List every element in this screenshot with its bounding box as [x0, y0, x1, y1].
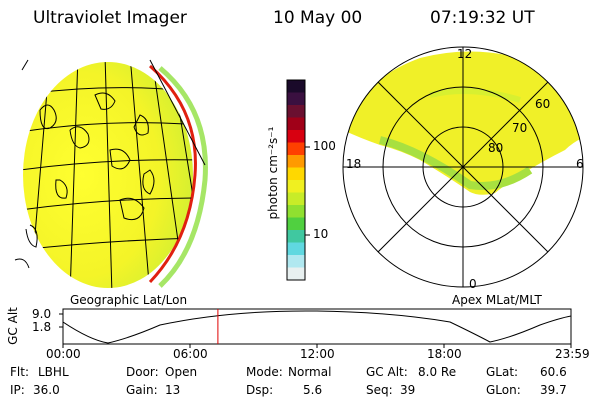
seq-value: 39: [400, 383, 416, 397]
date-label: 10 May 00: [273, 8, 363, 28]
door-label: Door:: [126, 365, 159, 379]
altitude-plot: [59, 308, 572, 348]
gc-alt-label: GC Alt:: [366, 365, 408, 379]
mlt-label-12: 12: [457, 47, 473, 61]
instrument-title: Ultraviolet Imager: [33, 8, 187, 28]
colorbar-segment: [287, 130, 305, 143]
ip-label: IP:: [10, 383, 25, 397]
polar-map: [342, 46, 584, 288]
colorbar-tick-10: 10: [313, 227, 329, 241]
colorbar-segment: [287, 255, 305, 268]
flt-value: LBHL: [38, 365, 69, 379]
time-label: 07:19:32 UT: [430, 8, 535, 28]
mlt-label-18: 18: [346, 157, 362, 171]
auroral-oval: [343, 51, 583, 195]
door-value: Open: [165, 365, 198, 379]
limb-arc: [148, 64, 197, 284]
dsp-value: 5.6: [303, 383, 323, 397]
coastlines: [14, 92, 155, 269]
glat-value: 60.6: [540, 365, 567, 379]
colorbar-segment: [287, 105, 305, 118]
time-tick-2359: 23:59: [555, 347, 590, 361]
colorbar-segment: [287, 92, 305, 106]
altitude-curve: [63, 310, 571, 344]
gain-value: 13: [165, 383, 181, 397]
colorbar-segment: [287, 267, 305, 281]
colorbar-tick-100: 100: [313, 139, 336, 153]
alt-tick-1-8: 1.8: [32, 320, 52, 334]
alt-tick-9: 9.0: [32, 307, 52, 321]
time-tick-1800: 18:00: [427, 347, 462, 361]
gc-alt-value: 8.0 Re: [418, 365, 457, 379]
gain-label: Gain:: [126, 383, 158, 397]
colorbar-segment: [287, 242, 305, 256]
colorbar-segment: [287, 167, 305, 181]
colorbar-segment: [287, 230, 305, 243]
time-tick-1200: 12:00: [300, 347, 335, 361]
polar-grid: [342, 46, 584, 288]
colorbar-label: photon cm⁻²s⁻¹: [266, 126, 280, 220]
mode-value: Normal: [288, 365, 332, 379]
colorbar-segment: [287, 142, 305, 156]
lat-label-60: 60: [535, 97, 551, 111]
mlt-label-0: 0: [469, 277, 477, 291]
colorbar-segment: [287, 155, 305, 168]
flt-label: Flt:: [10, 365, 29, 379]
seq-label: Seq:: [366, 383, 393, 397]
glon-label: GLon:: [486, 383, 521, 397]
lat-label-80: 80: [488, 141, 504, 155]
colorbar-segment: [287, 80, 305, 93]
ip-value: 36.0: [33, 383, 60, 397]
colorbar-segment: [287, 217, 305, 231]
dsp-label: Dsp:: [246, 383, 274, 397]
glon-value: 39.7: [540, 383, 567, 397]
gc-alt-axis-label: GC Alt: [5, 307, 20, 345]
colorbar-segment: [287, 192, 305, 206]
colorbar-segment: [287, 180, 305, 193]
mlt-label-6: 6: [576, 157, 584, 171]
geographic-map: [14, 59, 208, 288]
time-tick-0600: 06:00: [173, 347, 208, 361]
time-tick-0000: 00:00: [46, 347, 81, 361]
color-scale-bar: [286, 79, 306, 281]
apex-caption: Apex MLat/MLT: [452, 293, 542, 307]
colorbar-segment: [287, 205, 305, 218]
lat-label-70: 70: [512, 121, 528, 135]
colorbar-border: [286, 79, 306, 281]
colorbar-segment: [287, 117, 305, 131]
mode-label: Mode:: [246, 365, 283, 379]
glat-label: GLat:: [486, 365, 519, 379]
geographic-caption: Geographic Lat/Lon: [70, 293, 188, 307]
